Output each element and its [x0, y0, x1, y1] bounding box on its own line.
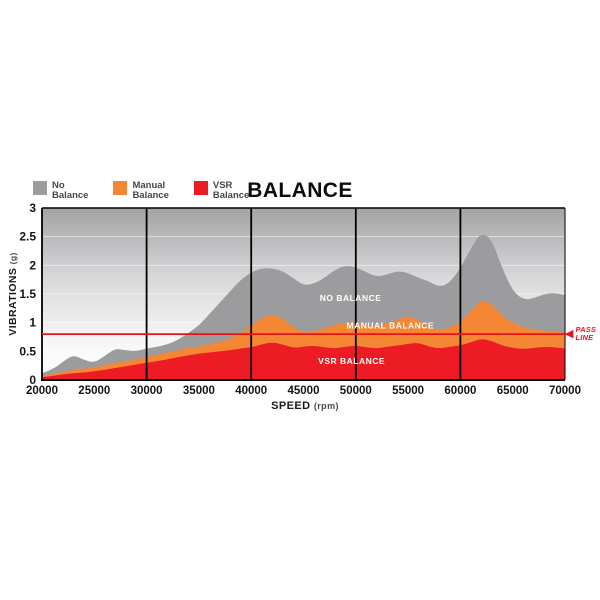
y-tick-label: 1 [29, 316, 36, 330]
y-tick-label: 3 [29, 203, 36, 215]
x-tick-label: 20000 [26, 385, 58, 397]
pass-line-arrow-icon: ◀ [565, 327, 574, 340]
series-inline-label: VSR BALANCE [318, 356, 385, 366]
x-tick-label: 40000 [235, 385, 267, 397]
y-axis-unit: (g) [8, 252, 18, 265]
legend-label-no-balance: No Balance [52, 180, 89, 202]
pass-line-label: PASS LINE [575, 325, 597, 343]
x-tick-label: 50000 [340, 385, 372, 397]
legend-item-vsr-balance: VSR Balance [193, 180, 250, 202]
series-inline-label: NO BALANCE [320, 293, 382, 303]
series-area-vsr-balance [42, 339, 565, 380]
legend-label-vsr-balance: VSR Balance [212, 180, 250, 202]
y-tick-label: 1.5 [19, 287, 36, 301]
y-tick-label: 0.5 [19, 344, 36, 358]
x-axis-label: SPEED (rpm) [271, 400, 339, 412]
legend-label-manual-balance: Manual Balance [132, 180, 169, 202]
y-axis-label-text: VIBRATIONS [7, 267, 19, 336]
x-tick-label: 30000 [131, 385, 163, 397]
x-tick-label: 45000 [288, 385, 320, 397]
pass-line-label-line1: PASS [575, 325, 597, 334]
pass-line-label-line2: LINE [575, 333, 594, 343]
y-tick-label: 2 [29, 258, 36, 272]
legend-item-manual-balance: Manual Balance [113, 180, 169, 202]
x-axis-label-text: SPEED [271, 400, 311, 412]
legend-label-line2: Balance [52, 190, 89, 202]
x-tick-label: 60000 [444, 385, 476, 397]
legend-label-line1: No [52, 180, 65, 191]
x-tick-label: 70000 [549, 385, 581, 397]
y-axis-label: VIBRATIONS (g) [7, 252, 19, 335]
x-tick-label: 65000 [497, 385, 529, 397]
legend-label-line1: Manual [132, 180, 166, 191]
chart-legend: No Balance Manual Balance VSR Balance [33, 180, 250, 202]
chart-title: BALANCE [247, 179, 353, 202]
y-tick-label: 2.5 [19, 230, 36, 244]
x-axis-unit: (rpm) [313, 401, 339, 411]
series-inline-label: MANUAL BALANCE [347, 320, 435, 330]
legend-swatch-vsr-balance [193, 181, 208, 195]
legend-label-line1: VSR [212, 180, 233, 191]
x-tick-label: 35000 [183, 385, 215, 397]
pass-line-annotation: ◀ PASS LINE [565, 325, 597, 343]
y-tick-label: 0 [29, 373, 36, 387]
x-tick-label: 25000 [78, 385, 110, 397]
x-tick-label: 55000 [392, 385, 424, 397]
legend-item-no-balance: No Balance [33, 180, 89, 202]
legend-swatch-manual-balance [113, 181, 128, 195]
legend-label-line2: Balance [132, 190, 169, 202]
balance-area-chart: NO BALANCE MANUAL BALANCE VSR BALANCE 20000… [19, 203, 581, 397]
legend-swatch-no-balance [33, 181, 47, 195]
legend-label-line2: Balance [212, 190, 250, 202]
